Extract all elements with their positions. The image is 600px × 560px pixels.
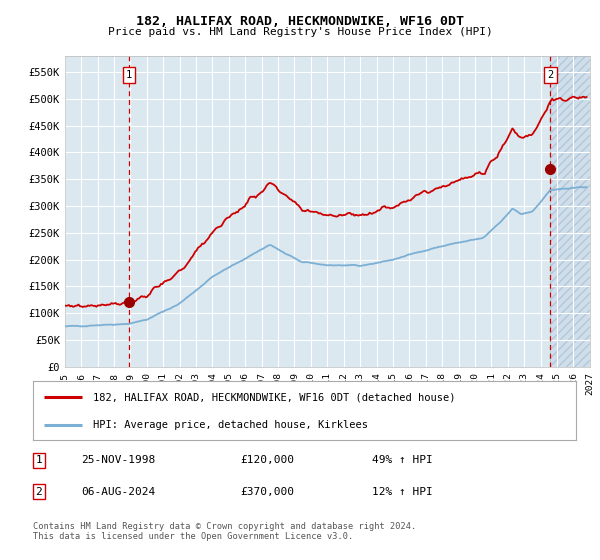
Text: Price paid vs. HM Land Registry's House Price Index (HPI): Price paid vs. HM Land Registry's House … [107, 27, 493, 37]
Text: 182, HALIFAX ROAD, HECKMONDWIKE, WF16 0DT (detached house): 182, HALIFAX ROAD, HECKMONDWIKE, WF16 0D… [93, 392, 455, 402]
Bar [550, 56, 590, 367]
Text: HPI: Average price, detached house, Kirklees: HPI: Average price, detached house, Kirk… [93, 420, 368, 430]
Text: 49% ↑ HPI: 49% ↑ HPI [372, 455, 433, 465]
Text: £120,000: £120,000 [240, 455, 294, 465]
Text: 1: 1 [35, 455, 43, 465]
Text: £370,000: £370,000 [240, 487, 294, 497]
Text: 2: 2 [547, 70, 554, 80]
Text: 12% ↑ HPI: 12% ↑ HPI [372, 487, 433, 497]
Text: Contains HM Land Registry data © Crown copyright and database right 2024.
This d: Contains HM Land Registry data © Crown c… [33, 522, 416, 542]
Text: 182, HALIFAX ROAD, HECKMONDWIKE, WF16 0DT: 182, HALIFAX ROAD, HECKMONDWIKE, WF16 0D… [136, 15, 464, 28]
Text: 06-AUG-2024: 06-AUG-2024 [81, 487, 155, 497]
Text: 25-NOV-1998: 25-NOV-1998 [81, 455, 155, 465]
Text: 1: 1 [125, 70, 132, 80]
Bar [550, 56, 590, 367]
Text: 2: 2 [35, 487, 43, 497]
